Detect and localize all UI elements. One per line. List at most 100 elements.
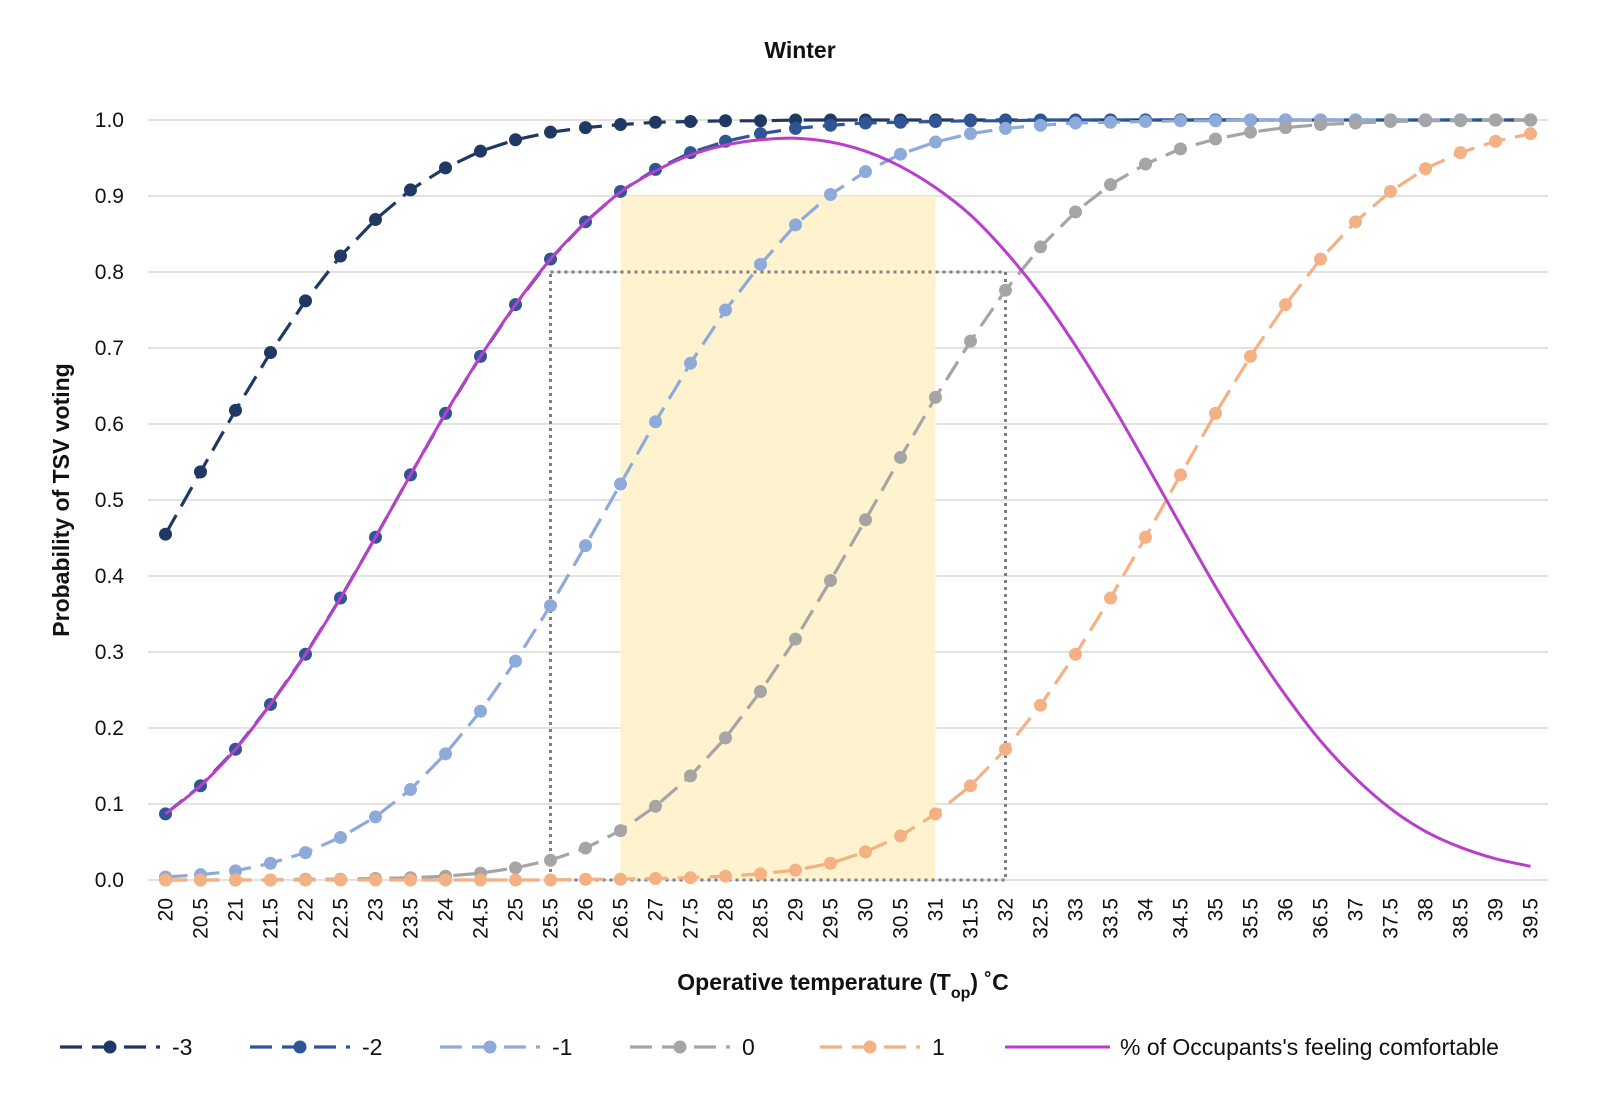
data-point bbox=[1034, 118, 1047, 132]
x-axis-title: Operative temperature (Top) ˚C bbox=[677, 969, 1008, 1002]
data-point bbox=[264, 346, 277, 360]
data-point bbox=[929, 115, 942, 129]
data-point bbox=[1314, 252, 1327, 266]
x-tick-labels: 20 20.5 21 21.5 22 22.5 23 23.5 24 24.5 25 25.5 26 26… bbox=[155, 898, 1543, 939]
legend-swatch-marker bbox=[483, 1040, 497, 1054]
data-point bbox=[964, 114, 977, 128]
dotted-comfort-box bbox=[549, 270, 1007, 882]
x-tick-label: 37.5 bbox=[1380, 898, 1403, 939]
data-point bbox=[229, 403, 242, 417]
data-point bbox=[1419, 162, 1432, 176]
x-tick-label: 32 bbox=[995, 898, 1018, 921]
series-line bbox=[165, 118, 1531, 882]
data-point bbox=[1454, 114, 1467, 128]
comfort-zone-shading bbox=[620, 196, 936, 880]
data-point bbox=[824, 187, 837, 201]
data-point bbox=[614, 118, 627, 132]
data-point bbox=[509, 133, 522, 147]
data-point bbox=[824, 574, 837, 588]
data-point bbox=[579, 841, 592, 855]
legend-label: % of Occupants's feeling comfortable bbox=[1120, 1034, 1499, 1060]
data-point bbox=[1104, 115, 1117, 129]
data-point bbox=[894, 450, 907, 464]
data-point bbox=[1314, 118, 1327, 132]
data-point bbox=[964, 127, 977, 141]
data-point bbox=[1209, 406, 1222, 420]
data-point bbox=[229, 873, 242, 887]
y-tick-labels: 0.0 0.1 0.2 0.3 0.4 0.5 0.6 0.7 0.8 0.9 1.0 bbox=[95, 109, 125, 892]
legend-swatch-marker bbox=[863, 1040, 877, 1054]
data-point bbox=[474, 873, 487, 887]
data-point bbox=[264, 873, 277, 887]
x-tick-label: 29.5 bbox=[820, 898, 843, 939]
data-point bbox=[194, 873, 207, 887]
data-point bbox=[1104, 591, 1117, 605]
legend-item: 0 bbox=[630, 1034, 755, 1060]
data-point bbox=[1069, 205, 1082, 219]
data-point bbox=[929, 135, 942, 149]
data-point bbox=[929, 390, 942, 404]
legend: -3 -2 -1 0 1 % of Occupants's feeling comfort… bbox=[60, 1034, 1499, 1060]
data-point bbox=[999, 121, 1012, 135]
legend-swatch-marker bbox=[293, 1040, 307, 1054]
series-4 bbox=[159, 127, 1537, 887]
x-tick-label: 39.5 bbox=[1520, 898, 1543, 939]
y-tick-label: 0.0 bbox=[95, 869, 124, 892]
legend-swatch-marker bbox=[673, 1040, 687, 1054]
data-point bbox=[1209, 114, 1222, 128]
data-point bbox=[1489, 113, 1502, 127]
x-tick-label: 38.5 bbox=[1450, 898, 1473, 939]
data-point bbox=[404, 783, 417, 797]
data-point bbox=[719, 731, 732, 745]
data-point bbox=[404, 183, 417, 197]
data-point bbox=[1209, 132, 1222, 146]
series-5 bbox=[164, 136, 1531, 868]
data-point bbox=[754, 257, 767, 271]
data-point bbox=[1174, 114, 1187, 128]
legend-label: -2 bbox=[362, 1034, 382, 1060]
x-tick-label: 36 bbox=[1275, 898, 1298, 921]
data-point bbox=[299, 846, 312, 860]
x-tick-label: 28 bbox=[715, 898, 738, 921]
data-point bbox=[544, 873, 557, 887]
data-point bbox=[1349, 116, 1362, 130]
data-point bbox=[159, 527, 172, 541]
y-tick-label: 0.7 bbox=[95, 337, 124, 360]
data-point bbox=[614, 872, 627, 886]
data-point bbox=[859, 513, 872, 527]
series-line bbox=[165, 118, 1531, 879]
y-tick-label: 0.1 bbox=[95, 793, 124, 816]
data-point bbox=[369, 810, 382, 824]
data-point bbox=[1524, 113, 1537, 127]
data-point bbox=[1139, 115, 1152, 129]
data-point bbox=[649, 415, 662, 429]
data-point bbox=[614, 824, 627, 838]
legend-label: 1 bbox=[932, 1034, 945, 1060]
legend-label: -1 bbox=[552, 1034, 572, 1060]
chart-title: Winter bbox=[764, 37, 835, 63]
data-point bbox=[999, 742, 1012, 756]
x-tick-label: 24 bbox=[435, 898, 458, 922]
data-point bbox=[194, 465, 207, 479]
data-point bbox=[1279, 121, 1292, 135]
x-tick-label: 22 bbox=[295, 898, 318, 921]
data-point bbox=[579, 872, 592, 886]
data-point bbox=[439, 747, 452, 761]
series-line bbox=[165, 132, 1531, 882]
data-point bbox=[754, 114, 767, 128]
x-tick-label: 23 bbox=[365, 898, 388, 921]
comfort-zone-dotted-box bbox=[549, 270, 1007, 882]
data-point bbox=[894, 829, 907, 843]
data-point bbox=[1384, 184, 1397, 198]
legend-item: -3 bbox=[60, 1034, 192, 1060]
x-tick-label: 29 bbox=[785, 898, 808, 921]
legend-label: -3 bbox=[172, 1034, 192, 1060]
x-tick-label: 25.5 bbox=[540, 898, 563, 939]
data-point bbox=[439, 873, 452, 887]
x-tick-label: 26 bbox=[575, 898, 598, 921]
data-point bbox=[1034, 698, 1047, 712]
x-tick-label: 32.5 bbox=[1030, 898, 1053, 939]
y-tick-label: 0.4 bbox=[95, 565, 125, 588]
x-tick-label: 33 bbox=[1065, 898, 1088, 921]
legend-item: 1 bbox=[820, 1034, 945, 1060]
